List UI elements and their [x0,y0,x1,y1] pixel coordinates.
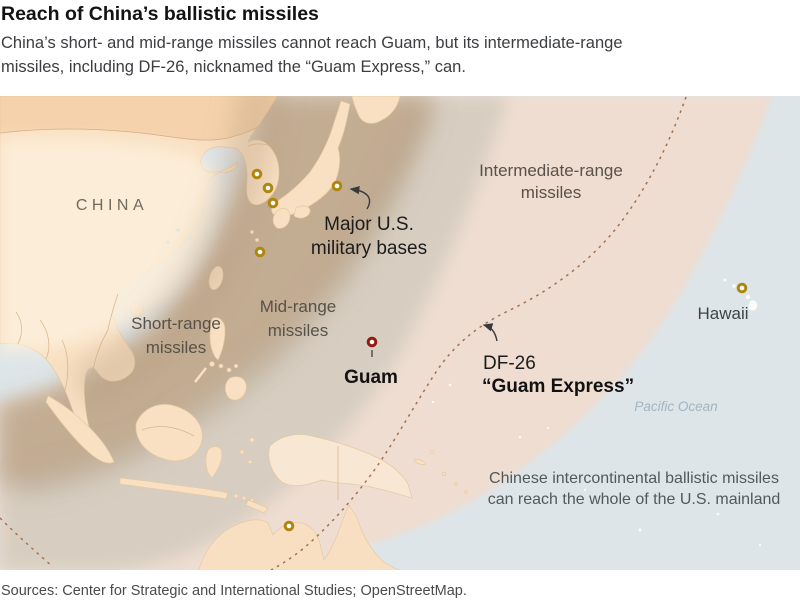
lakes [166,228,192,244]
label-pacific-ocean: Pacific Ocean [634,399,717,414]
us-base-marker [331,180,343,192]
island-dot [429,449,435,455]
island-dot [233,363,239,369]
label-short-range: missiles [146,338,206,357]
land-palawan [194,367,207,383]
label-short-range: Short-range [131,314,221,333]
label-guam-express: “Guam Express” [482,376,634,397]
label-icbm-note: Chinese intercontinental ballistic missi… [489,470,779,487]
island-dot [209,361,215,367]
label-hawaii: Hawaii [697,304,748,323]
island-dot [413,458,427,466]
label-mid-range: missiles [268,321,328,340]
us-base-marker [251,168,263,180]
island-dot [241,495,247,501]
annotation-arrows [349,185,498,342]
sources-line: Sources: Center for Strategic and Intern… [1,583,467,599]
land-luzon [209,317,226,361]
coastal-wash [75,79,281,403]
label-intermediate-range: missiles [521,183,581,202]
land-shikoku [293,205,311,219]
us-base-marker [262,182,274,194]
island-dot [454,482,458,486]
label-guam: Guam [344,367,398,388]
land-mindanao [225,376,247,401]
island-dot [247,459,253,465]
land-sumatra [45,395,115,464]
land-sulawesi [205,446,223,479]
band-inner-shadow [18,101,435,497]
land-australia [195,504,451,583]
df26-dashed-range-line [0,96,687,571]
island-dot [255,238,259,242]
island-dot [218,363,224,369]
label-mid-range: Mid-range [260,297,337,316]
us-base-marker [254,246,266,258]
land-new-guinea [268,434,413,499]
island-dot [250,230,254,234]
label-us-bases: military bases [311,238,427,259]
land-borneo [135,404,203,462]
label-china: CHINA [76,197,148,214]
country-borders [0,126,339,500]
bases-arrow [349,185,371,210]
land-hokkaido [351,95,401,124]
guam-marker [366,336,378,348]
subtitle-line: missiles, including DF-26, nicknamed the… [1,58,466,76]
island-dot [233,493,239,499]
label-icbm-note: can reach the whole of the U.S. mainland [488,491,781,508]
pacific-islands [431,278,762,547]
island-dot [226,367,232,373]
us-base-marker [283,520,295,532]
island-dot [442,472,446,476]
page-title: Reach of China’s ballistic missiles [1,3,319,25]
page-subtitle: China’s short- and mid-range missiles ca… [1,31,786,79]
land-java [119,477,229,500]
island-dot [249,437,255,443]
label-df26: DF-26 [483,353,536,374]
markers-layer [251,168,748,532]
label-intermediate-range: Intermediate-range [479,161,623,180]
map-labels: CHINA Short-range missiles Mid-range mis… [76,161,780,508]
us-base-marker [736,282,748,294]
map-svg: CHINA Short-range missiles Mid-range mis… [0,79,800,583]
label-us-bases: Major U.S. [324,214,414,235]
island-dot [239,449,245,455]
df26-arrow [482,323,498,342]
subtitle-line: China’s short- and mid-range missiles ca… [1,34,623,52]
land-kyushu [272,208,291,229]
us-base-marker [267,197,279,209]
land-timor [245,499,269,514]
island-dot [464,490,468,494]
missile-range-map: CHINA Short-range missiles Mid-range mis… [0,79,800,583]
